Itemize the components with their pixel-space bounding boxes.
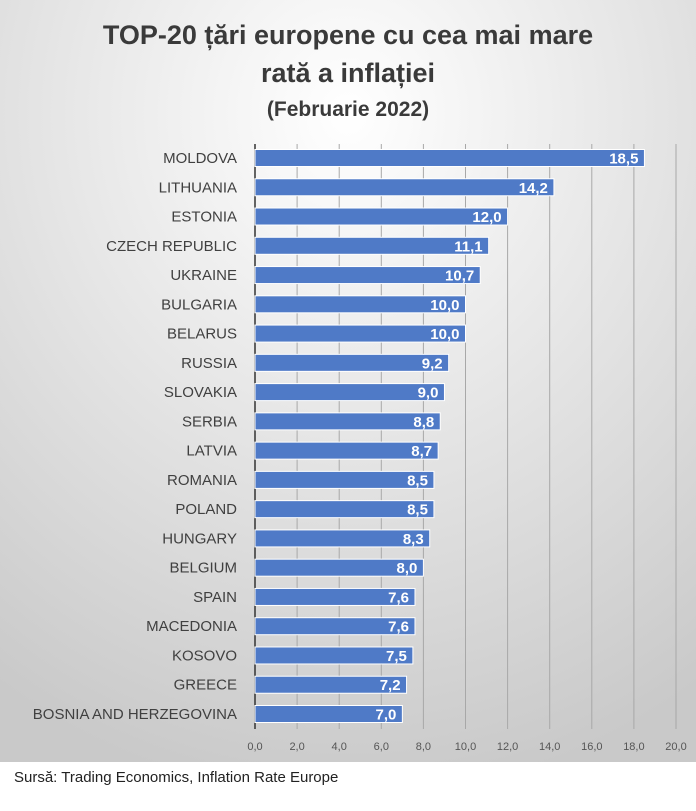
data-label: 11,1	[454, 238, 482, 255]
category-label: BELARUS	[167, 326, 237, 343]
data-label: 7,2	[380, 677, 401, 694]
x-tick-label: 6,0	[374, 741, 389, 753]
x-tick-label: 20,0	[665, 741, 686, 753]
category-label: RUSSIA	[181, 355, 237, 372]
data-label: 8,5	[407, 502, 428, 519]
category-label: BELGIUM	[169, 560, 237, 577]
category-label: KOSOVO	[172, 647, 237, 664]
x-tick-label: 8,0	[416, 741, 431, 753]
data-label: 9,0	[418, 385, 439, 402]
bar	[254, 207, 509, 226]
bar	[254, 646, 414, 665]
category-label: POLAND	[175, 501, 237, 518]
bar	[254, 617, 416, 636]
data-label: 10,0	[430, 297, 459, 314]
data-label: 10,0	[430, 326, 459, 343]
x-tick-label: 10,0	[455, 741, 476, 753]
category-label: ROMANIA	[167, 472, 237, 489]
x-tick-label: 16,0	[581, 741, 602, 753]
x-tick-label: 2,0	[289, 741, 304, 753]
bar	[254, 353, 450, 372]
bar	[254, 412, 441, 431]
category-label: SPAIN	[193, 589, 237, 606]
bar	[254, 470, 435, 489]
bar	[254, 587, 416, 606]
bar	[254, 383, 445, 402]
bar	[254, 178, 555, 197]
x-tick-label: 0,0	[247, 741, 262, 753]
data-label: 8,0	[397, 560, 418, 577]
x-tick-label: 14,0	[539, 741, 560, 753]
data-label: 8,7	[411, 443, 432, 460]
category-label: BULGARIA	[161, 296, 237, 313]
data-label: 8,3	[403, 531, 424, 548]
data-label: 12,0	[472, 209, 501, 226]
data-label: 14,2	[519, 180, 548, 197]
data-label: 7,5	[386, 648, 407, 665]
category-label: LATVIA	[186, 443, 237, 460]
category-label: LITHUANIA	[159, 179, 237, 196]
category-label: SERBIA	[182, 413, 237, 430]
category-label: BOSNIA AND HERZEGOVINA	[33, 706, 237, 723]
bar	[254, 295, 466, 314]
x-tick-label: 4,0	[332, 741, 347, 753]
chart-title-line-1: TOP-20 țări europene cu cea mai mare	[103, 20, 593, 50]
bar	[254, 324, 466, 343]
bar	[254, 705, 403, 723]
category-label: CZECH REPUBLIC	[106, 238, 237, 255]
data-label: 10,7	[445, 268, 474, 285]
bar	[254, 149, 645, 167]
bar	[254, 500, 435, 519]
bar	[254, 675, 408, 694]
bar	[254, 441, 439, 460]
data-label: 7,0	[375, 707, 396, 724]
x-tick-label: 18,0	[623, 741, 644, 753]
bar	[254, 236, 490, 255]
bar	[254, 266, 481, 285]
data-label: 8,8	[413, 414, 434, 431]
data-label: 18,5	[609, 151, 638, 168]
category-label: MACEDONIA	[146, 618, 237, 635]
source-note: Sursă: Trading Economics, Inflation Rate…	[14, 769, 339, 786]
category-label: SLOVAKIA	[164, 384, 237, 401]
x-tick-label: 12,0	[497, 741, 518, 753]
data-label: 9,2	[422, 355, 443, 372]
bar	[254, 529, 431, 548]
data-label: 8,5	[407, 472, 428, 489]
chart-subtitle: (Februarie 2022)	[267, 98, 429, 121]
category-label: ESTONIA	[171, 209, 237, 226]
category-label: GREECE	[174, 677, 237, 694]
chart-title-line-2: rată a inflației	[261, 58, 435, 88]
data-label: 7,6	[388, 619, 409, 636]
category-label: MOLDOVA	[163, 150, 237, 167]
category-label: HUNGARY	[162, 530, 237, 547]
bar	[254, 558, 424, 577]
category-label: UKRAINE	[170, 267, 237, 284]
data-label: 7,6	[388, 589, 409, 606]
